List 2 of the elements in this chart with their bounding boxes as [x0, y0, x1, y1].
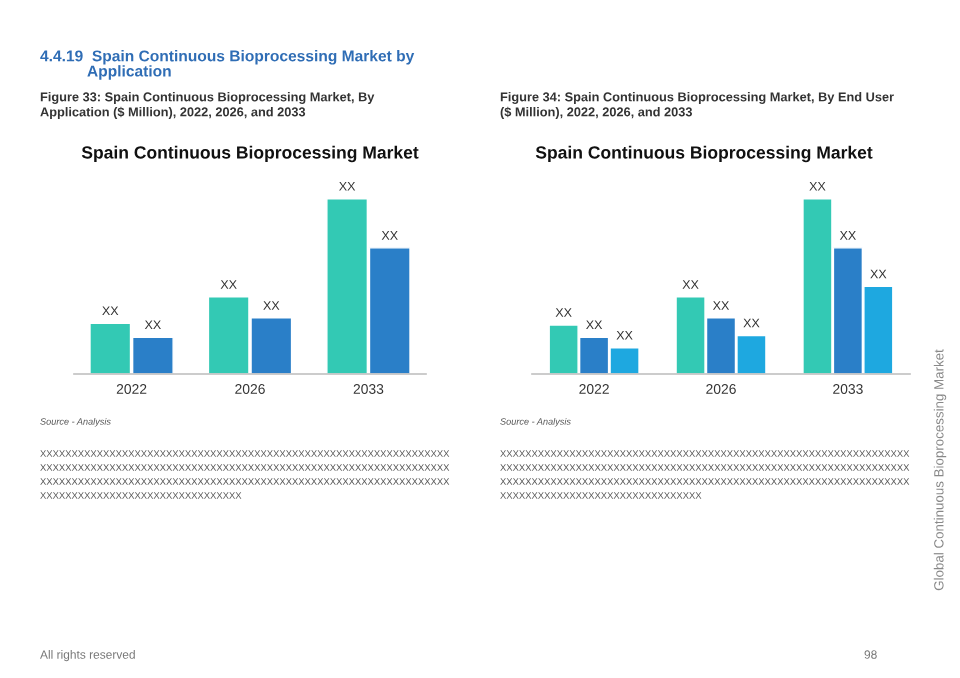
chart-title: Spain Continuous Bioprocessing Market	[81, 145, 419, 163]
chart-title: Spain Continuous Bioprocessing Market	[535, 145, 873, 163]
